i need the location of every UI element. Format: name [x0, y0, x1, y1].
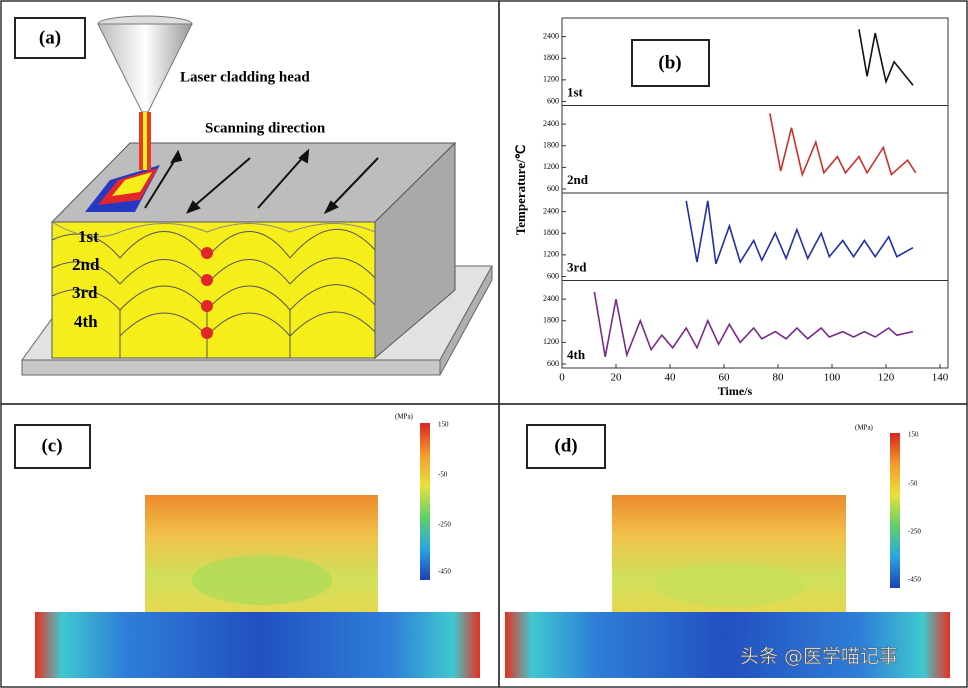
y-tick-label: 1800	[543, 228, 559, 237]
panel-a: (a) 1st 2nd 3rd 4th Laser cladding head …	[14, 15, 493, 376]
y-tick-label: 2400	[543, 206, 559, 215]
colorbar-unit: (MPa)	[855, 424, 874, 432]
stress-zone	[655, 563, 805, 607]
colorbar	[420, 423, 430, 580]
cladding-head	[97, 23, 193, 113]
y-tick-label: 2400	[543, 294, 559, 303]
y-tick-label: 1200	[543, 75, 559, 84]
annotation: Scanning direction	[205, 120, 326, 136]
colorbar-tick: -250	[438, 521, 451, 529]
y-tick-label: 1800	[543, 316, 559, 325]
label-box	[631, 39, 710, 87]
panel-c: (c) (MPa) 150 -50 -250 -450	[14, 413, 480, 678]
y-tick-label: 1200	[543, 337, 559, 346]
y-axis-label: Temperature/℃	[513, 145, 528, 235]
colorbar-tick: 150	[438, 421, 449, 429]
panel-label: (d)	[554, 435, 577, 456]
x-tick-label: 120	[878, 372, 895, 384]
layer-label: 1st	[78, 227, 99, 246]
label-box	[526, 424, 606, 469]
subplot-frame	[561, 17, 949, 106]
watermark: 头条 @医学喵记事	[740, 646, 898, 668]
y-tick-label: 600	[547, 96, 559, 105]
subplot-frame	[561, 105, 949, 194]
x-tick-label: 80	[773, 372, 785, 384]
layer-label: 2nd	[567, 172, 589, 187]
panel-d: (d) (MPa) 150 -50 -250 -450	[505, 424, 950, 678]
x-tick-label: 0	[559, 372, 565, 384]
panel-label: (c)	[41, 435, 62, 456]
colorbar-tick: -450	[908, 576, 921, 584]
x-tick-label: 100	[824, 372, 841, 384]
x-tick-label: 140	[932, 372, 949, 384]
panel-label: (b)	[658, 52, 681, 73]
block-front	[51, 221, 376, 359]
x-tick-label: 20	[611, 372, 623, 384]
colorbar-tick: 150	[908, 431, 919, 439]
y-tick-label: 1200	[543, 250, 559, 259]
label-box	[14, 424, 91, 469]
scan-arrows	[144, 148, 379, 215]
temperature-line	[593, 291, 914, 358]
subplot-frame	[561, 192, 949, 281]
y-tick-label: 600	[547, 184, 559, 193]
stress-substrate	[35, 612, 480, 678]
colorbar-tick: -50	[908, 480, 918, 488]
colorbar-tick: -50	[438, 471, 448, 479]
y-tick-label: 600	[547, 271, 559, 280]
plate-side	[21, 359, 441, 376]
stress-substrate	[505, 612, 950, 678]
temperature-line	[769, 113, 917, 178]
layer-label: 2nd	[72, 255, 100, 274]
x-axis-label: Time/s	[718, 384, 753, 398]
colorbar-unit: (MPa)	[395, 413, 414, 421]
layer-label: 4th	[74, 312, 98, 331]
laser-core	[143, 112, 147, 170]
x-tick-label: 40	[665, 372, 677, 384]
layer-label: 3rd	[72, 283, 98, 302]
y-tick-label: 1800	[543, 141, 559, 150]
layer-labels: 1st 2nd 3rd 4th	[72, 227, 100, 331]
y-tick-label: 1800	[543, 53, 559, 62]
plate-edge	[439, 265, 493, 376]
y-tick-label: 600	[547, 359, 559, 368]
y-tick-label: 2400	[543, 31, 559, 40]
colorbar-tick: -250	[908, 528, 921, 536]
x-tick-label: 60	[719, 372, 731, 384]
panel-label: (a)	[39, 27, 61, 48]
temperature-line	[858, 29, 914, 86]
stress-zone	[192, 555, 332, 605]
colorbar	[890, 433, 900, 588]
layer-label: 3rd	[567, 259, 587, 274]
temperature-line	[685, 200, 914, 265]
bead-arcs	[51, 221, 376, 358]
red-dots	[201, 247, 213, 339]
subplot-frame	[561, 280, 949, 369]
melt-pool	[112, 172, 152, 196]
layer-label: 1st	[567, 84, 584, 99]
label-box	[14, 17, 86, 59]
y-tick-label: 2400	[543, 119, 559, 128]
annotation: Laser cladding head	[180, 69, 310, 85]
layer-label: 4th	[567, 347, 586, 362]
colorbar-tick: -450	[438, 568, 451, 576]
y-tick-label: 1200	[543, 162, 559, 171]
